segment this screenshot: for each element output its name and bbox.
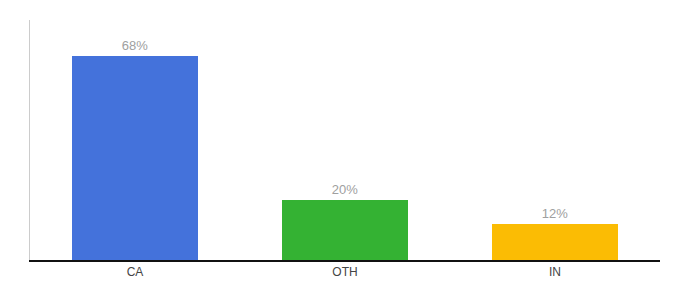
svg-text:IN: IN <box>549 265 561 279</box>
svg-text:CA: CA <box>127 265 144 279</box>
svg-text:12%: 12% <box>542 206 568 221</box>
svg-text:20%: 20% <box>332 182 358 197</box>
svg-text:OTH: OTH <box>332 265 357 279</box>
svg-text:68%: 68% <box>122 38 148 53</box>
